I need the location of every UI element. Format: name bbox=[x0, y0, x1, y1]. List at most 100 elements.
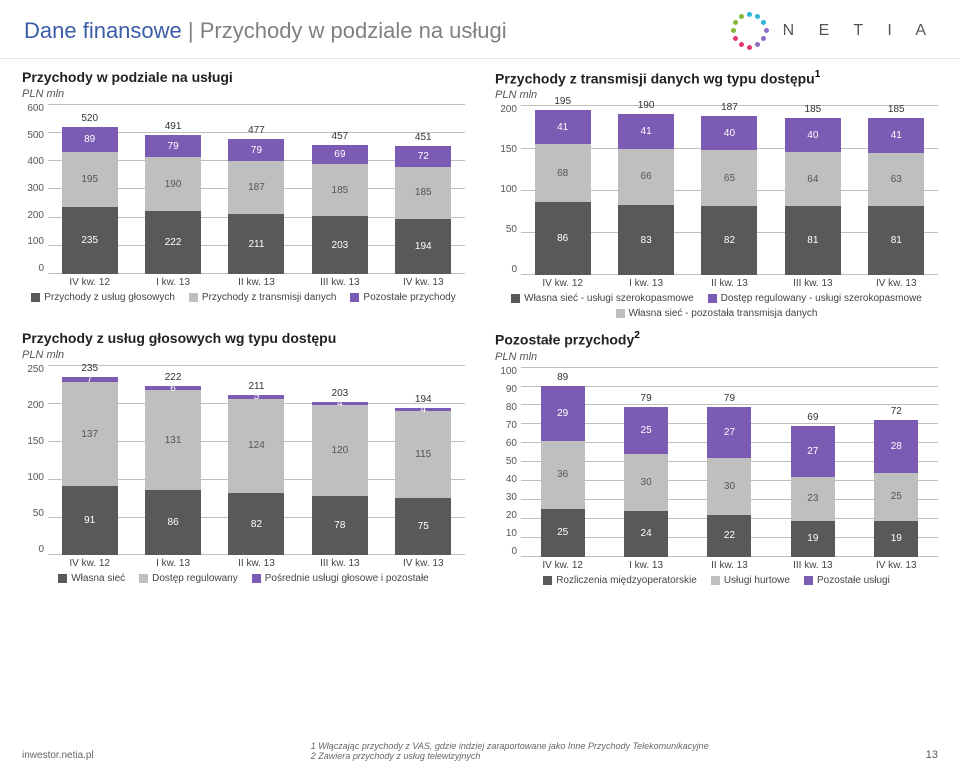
bar-total-label: 79 bbox=[707, 393, 751, 404]
bar-segment: 25 bbox=[874, 473, 918, 521]
bar-segment: 79 bbox=[145, 135, 201, 157]
chart-sup: 2 bbox=[634, 330, 640, 341]
category-label: III kw. 13 bbox=[312, 277, 368, 288]
bar-column: 203781204 bbox=[312, 402, 368, 555]
bar-segment: 6 bbox=[145, 386, 201, 391]
bar-segment: 7 bbox=[62, 377, 118, 382]
bar-total-label: 457 bbox=[312, 131, 368, 142]
bar-column: 235911377 bbox=[62, 377, 118, 556]
category-label: I kw. 13 bbox=[618, 278, 674, 289]
y-tick-label: 50 bbox=[506, 225, 521, 235]
bar-segment: 64 bbox=[785, 152, 841, 206]
bar-segment: 91 bbox=[62, 486, 118, 555]
y-tick-label: 20 bbox=[506, 511, 521, 521]
brand-text: N E T I A bbox=[783, 22, 936, 40]
legend-item: Własna sieć - pozostała transmisja danyc… bbox=[616, 308, 818, 319]
category-label: III kw. 13 bbox=[312, 558, 368, 569]
y-tick-label: 200 bbox=[500, 105, 521, 115]
bar-segment: 82 bbox=[228, 493, 284, 555]
legend-label: Dostęp regulowany - usługi szerokopasmow… bbox=[721, 293, 922, 304]
legend-item: Usługi hurtowe bbox=[711, 575, 790, 586]
category-label: IV kw. 13 bbox=[868, 278, 924, 289]
bar-segment: 69 bbox=[312, 145, 368, 165]
bar-segment: 75 bbox=[395, 498, 451, 555]
chart-box: Przychody z transmisji danych wg typu do… bbox=[495, 69, 938, 324]
legend-label: Własna sieć - usługi szerokopasmowe bbox=[524, 293, 694, 304]
footnote-2: 2 Zawiera przychody z usług telewizyjnyc… bbox=[311, 751, 709, 761]
bar-segment: 29 bbox=[541, 386, 585, 441]
legend-swatch bbox=[58, 574, 67, 583]
bar-segment: 28 bbox=[874, 420, 918, 473]
legend-swatch bbox=[511, 294, 520, 303]
bar-segment: 22 bbox=[707, 515, 751, 557]
bar-segment: 82 bbox=[701, 206, 757, 276]
y-tick-label: 50 bbox=[506, 457, 521, 467]
bar-segment: 120 bbox=[312, 405, 368, 496]
y-tick-label: 100 bbox=[27, 237, 48, 247]
legend-swatch bbox=[252, 574, 261, 583]
bar-segment: 89 bbox=[62, 127, 118, 152]
y-tick-label: 150 bbox=[500, 145, 521, 155]
title-part-a: Dane finansowe bbox=[24, 18, 188, 43]
charts-grid: Przychody w podziale na usługiPLN mln600… bbox=[0, 59, 960, 586]
chart-plot: 1009080706050403020100892536297924302579… bbox=[521, 367, 938, 557]
bar-segment: 41 bbox=[868, 118, 924, 153]
legend-label: Dostęp regulowany bbox=[152, 573, 238, 584]
bar-segment: 79 bbox=[228, 139, 284, 161]
category-label: II kw. 13 bbox=[701, 278, 757, 289]
legend-item: Przychody z transmisji danych bbox=[189, 292, 337, 303]
legend-label: Przychody z transmisji danych bbox=[202, 292, 337, 303]
page-title: Dane finansowe | Przychody w podziale na… bbox=[24, 18, 507, 44]
bar-segment: 185 bbox=[312, 164, 368, 216]
bar-column: 45720318569 bbox=[312, 145, 368, 274]
bar-segment: 124 bbox=[228, 399, 284, 493]
legend-label: Pośrednie usługi głosowe i pozostałe bbox=[265, 573, 429, 584]
bar-segment: 40 bbox=[785, 118, 841, 152]
bar-column: 195866841 bbox=[535, 110, 591, 276]
bar-segment: 83 bbox=[618, 205, 674, 276]
bar-column: 185816440 bbox=[785, 118, 841, 275]
bar-total-label: 235 bbox=[62, 363, 118, 374]
legend-swatch bbox=[31, 293, 40, 302]
y-tick-label: 60 bbox=[506, 439, 521, 449]
bar-total-label: 520 bbox=[62, 113, 118, 124]
bar-segment: 131 bbox=[145, 390, 201, 490]
category-label: IV kw. 13 bbox=[874, 560, 918, 571]
chart-box: Przychody w podziale na usługiPLN mln600… bbox=[22, 69, 465, 324]
category-label: IV kw. 12 bbox=[535, 278, 591, 289]
bar-segment: 41 bbox=[535, 110, 591, 145]
category-label: III kw. 13 bbox=[785, 278, 841, 289]
bar-segment: 30 bbox=[707, 458, 751, 515]
bar-column: 222861316 bbox=[145, 386, 201, 555]
bar-segment: 5 bbox=[228, 395, 284, 399]
chart-unit: PLN mln bbox=[22, 88, 465, 100]
legend-item: Rozliczenia międzyoperatorskie bbox=[543, 575, 697, 586]
bar-total-label: 69 bbox=[791, 412, 835, 423]
category-label: IV kw. 12 bbox=[541, 560, 585, 571]
page-header: Dane finansowe | Przychody w podziale na… bbox=[0, 0, 960, 59]
bar-column: 47721118779 bbox=[228, 139, 284, 274]
chart-unit: PLN mln bbox=[495, 351, 938, 363]
legend-item: Przychody z usług głosowych bbox=[31, 292, 175, 303]
bar-segment: 41 bbox=[618, 114, 674, 149]
bar-column: 49122219079 bbox=[145, 135, 201, 274]
legend-item: Własna sieć bbox=[58, 573, 125, 584]
y-tick-label: 0 bbox=[38, 264, 48, 274]
y-tick-label: 200 bbox=[27, 211, 48, 221]
bar-column: 190836641 bbox=[618, 114, 674, 275]
bar-segment: 65 bbox=[701, 150, 757, 205]
bar-segment: 194 bbox=[395, 219, 451, 274]
bar-segment: 203 bbox=[312, 216, 368, 274]
bar-column: 79223027 bbox=[707, 407, 751, 557]
chart-box: Przychody z usług głosowych wg typu dost… bbox=[22, 330, 465, 585]
legend-item: Pozostałe usługi bbox=[804, 575, 890, 586]
bar-segment: 19 bbox=[874, 521, 918, 557]
bar-segment: 222 bbox=[145, 211, 201, 274]
legend-item: Dostęp regulowany bbox=[139, 573, 238, 584]
bar-segment: 23 bbox=[791, 477, 835, 521]
legend-item: Pozostałe przychody bbox=[350, 292, 455, 303]
legend-swatch bbox=[804, 576, 813, 585]
y-tick-label: 80 bbox=[506, 403, 521, 413]
y-tick-label: 100 bbox=[500, 185, 521, 195]
footnote-1: 1 Włączając przychody z VAS, gdzie indzi… bbox=[311, 741, 709, 751]
